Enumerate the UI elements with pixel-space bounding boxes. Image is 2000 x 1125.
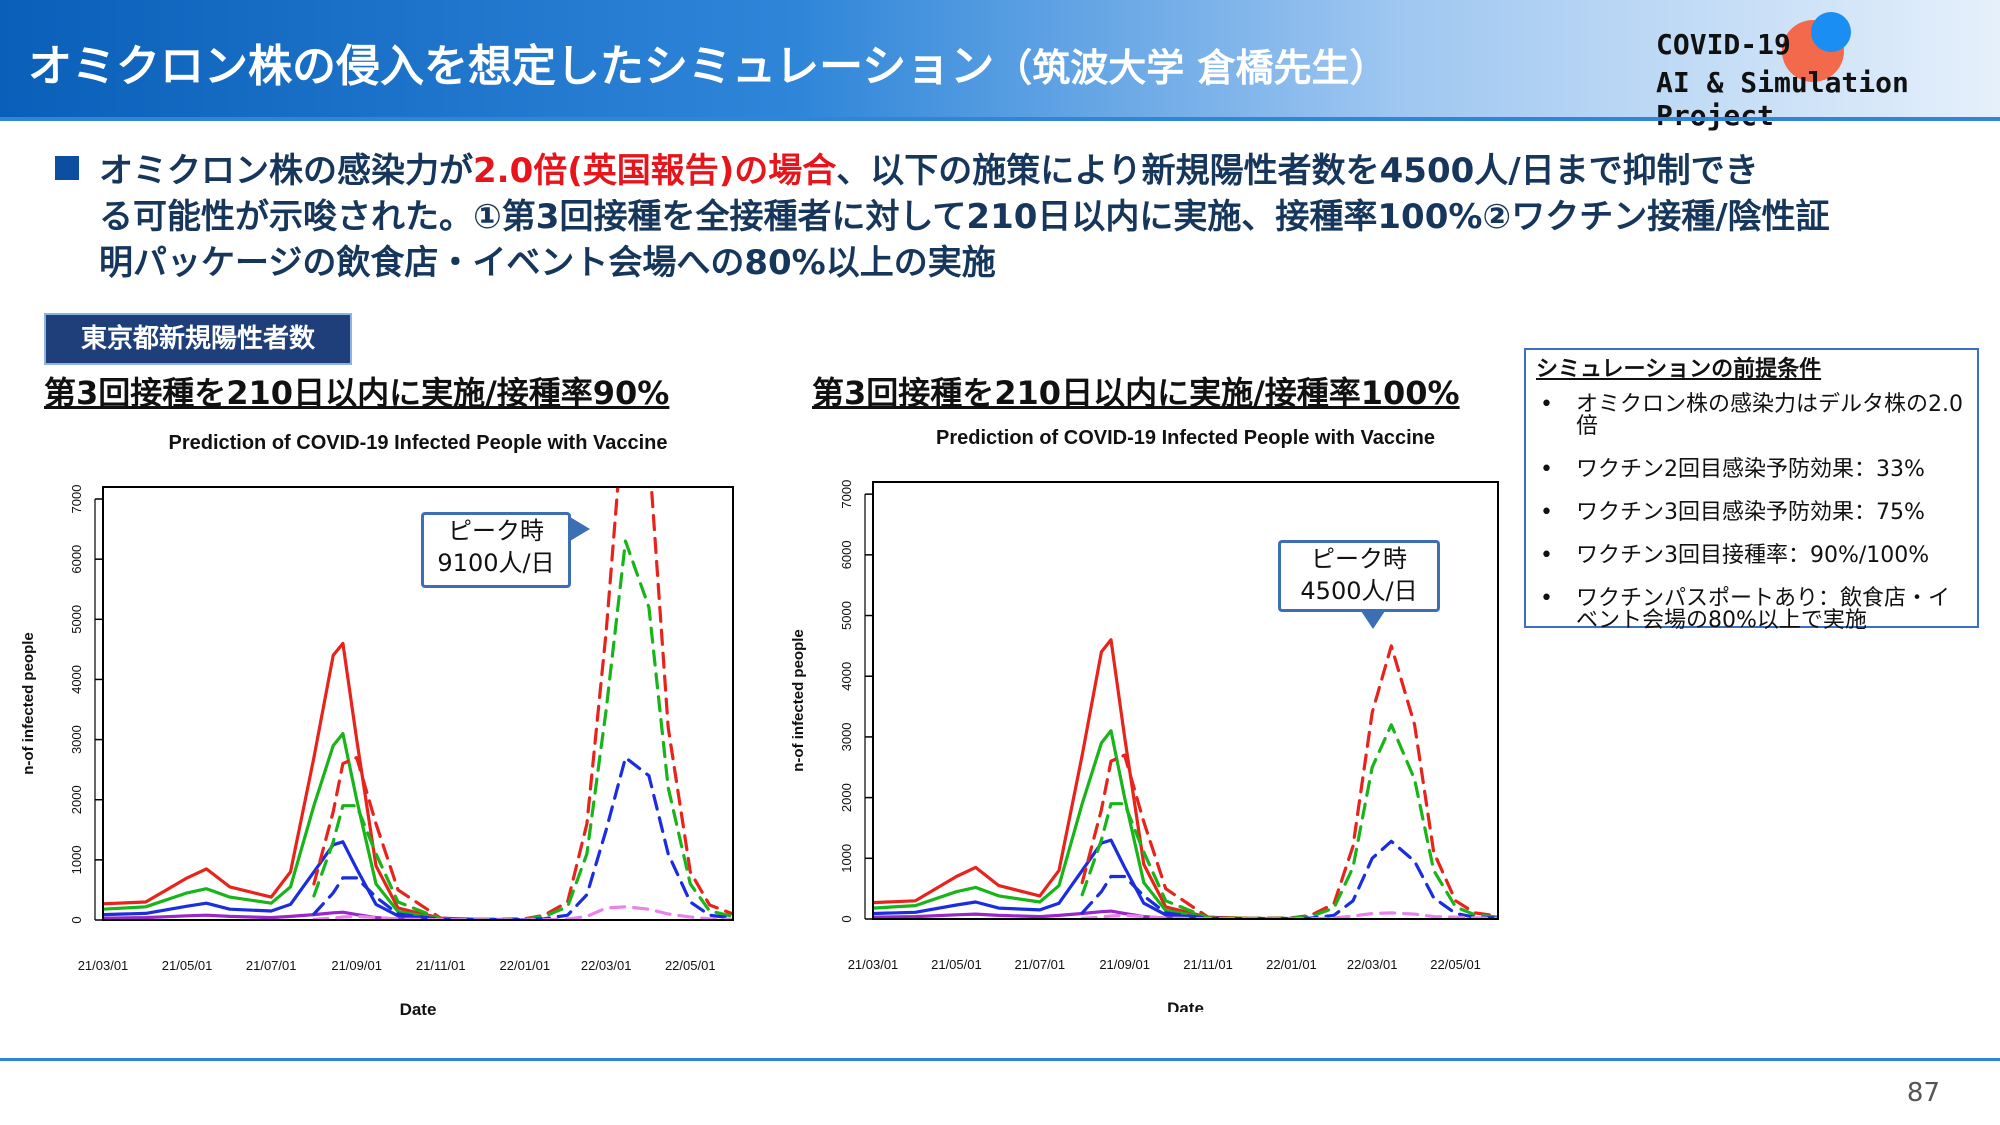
left-callout-line2: 9100人/日 — [437, 549, 555, 577]
page-number: 87 — [1906, 1078, 1940, 1108]
x-tick-label: 21/11/01 — [1183, 957, 1233, 972]
conditions-list: • オミクロン株の感染力はデルタ株の2.0倍 • ワクチン2回目感染予防効果：33%… — [1536, 394, 1966, 653]
y-tick-label: 6000 — [69, 545, 84, 574]
condition-text: ワクチン3回目感染予防効果：75% — [1576, 500, 1925, 525]
y-tick-label: 3000 — [839, 722, 854, 751]
x-tick-label: 21/03/01 — [78, 958, 129, 973]
bullet-dot-icon: • — [1540, 543, 1553, 568]
summary-line3: 明パッケージの飲食店・イベント会場への80%以上の実施 — [99, 243, 996, 283]
y-axis-title: n-of infected people — [790, 629, 807, 772]
summary-text: オミクロン株の感染力が2.0倍(英国報告)の場合、以下の施策により新規陽性者数を… — [55, 148, 1985, 286]
series-group — [873, 638, 1498, 919]
slide-title: オミクロン株の侵入を想定したシミュレーション（筑波大学 倉橋先生） — [28, 30, 1387, 94]
x-tick-label: 22/03/01 — [581, 958, 632, 973]
callout-pointer-icon — [570, 517, 590, 541]
series-line-dashed — [312, 539, 733, 920]
bullet-dot-icon: • — [1540, 457, 1553, 482]
series-line-solid — [873, 729, 1294, 919]
condition-text: ワクチンパスポートあり：飲食店・イベント会場の80%以上で実施 — [1576, 586, 1951, 633]
condition-item: • ワクチン3回目接種率：90%/100% — [1536, 545, 1966, 567]
summary-part1: オミクロン株の感染力が — [99, 151, 473, 191]
condition-item: • ワクチン2回目感染予防効果：33% — [1536, 459, 1966, 481]
y-tick-label: 5000 — [69, 605, 84, 634]
header-bar: オミクロン株の侵入を想定したシミュレーション（筑波大学 倉橋先生） COVID-… — [0, 0, 2000, 132]
conditions-title: シミュレーションの前提条件 — [1536, 357, 1822, 382]
condition-text: ワクチン3回目接種率：90%/100% — [1576, 543, 1930, 568]
y-tick-label: 4000 — [69, 665, 84, 694]
right-callout-line1: ピーク時 — [1311, 545, 1407, 573]
slide-title-main: オミクロン株の侵入を想定したシミュレーション — [28, 41, 995, 92]
callout-pointer-icon — [1361, 611, 1385, 629]
bullet-dot-icon: • — [1540, 500, 1553, 525]
y-tick-label: 5000 — [839, 601, 854, 630]
right-panel-heading: 第3回接種を210日以内に実施/接種率100% — [812, 374, 1460, 412]
series-line-solid — [873, 638, 1294, 919]
condition-item: • オミクロン株の感染力はデルタ株の2.0倍 — [1536, 394, 1966, 438]
x-tick-label: 22/03/01 — [1347, 957, 1398, 972]
summary-line2: る可能性が示唆された。①第3回接種を全接種者に対して210日以内に実施、接種率1… — [99, 197, 1830, 237]
square-bullet-icon — [55, 156, 79, 180]
y-tick-label: 4000 — [839, 662, 854, 691]
plot-frame — [102, 486, 734, 921]
y-tick-label: 7000 — [69, 485, 84, 514]
bullet-dot-icon: • — [1540, 392, 1553, 417]
logo-text-line2: AI & Simulation Project — [1656, 66, 1909, 132]
header-divider — [0, 117, 2000, 121]
y-tick-label: 2000 — [69, 785, 84, 814]
x-tick-label: 21/05/01 — [162, 958, 213, 973]
series-group — [103, 487, 733, 920]
y-tick-label: 2000 — [839, 783, 854, 812]
slide-title-sub: （筑波大学 倉橋先生） — [994, 46, 1388, 90]
series-line-dashed — [1080, 644, 1498, 919]
y-tick-label: 6000 — [839, 540, 854, 569]
series-line-solid — [103, 641, 527, 920]
logo-text-line1: COVID-19 — [1656, 28, 1791, 61]
y-axis-title: n-of infected people — [20, 632, 37, 775]
summary-part2: 、以下の施策により新規陽性者数を4500人/日まで抑制でき — [836, 151, 1759, 191]
chart-title: Prediction of COVID-19 Infected People w… — [168, 432, 667, 454]
x-axis-title: Date — [400, 1000, 437, 1019]
x-tick-label: 21/09/01 — [331, 958, 382, 973]
right-chart: Prediction of COVID-19 Infected People w… — [790, 427, 1499, 1012]
condition-text: ワクチン2回目感染予防効果：33% — [1576, 457, 1925, 482]
right-peak-callout: ピーク時 4500人/日 — [1278, 540, 1440, 629]
left-callout-line1: ピーク時 — [448, 517, 544, 545]
logo-blue-circle-icon — [1811, 12, 1851, 52]
x-tick-label: 21/03/01 — [848, 957, 899, 972]
x-tick-label: 21/11/01 — [416, 958, 466, 973]
bullet-dot-icon: • — [1540, 586, 1553, 611]
series-line-dashed — [312, 487, 733, 920]
footer-divider — [0, 1058, 2000, 1061]
series-line-dashed — [312, 756, 733, 920]
x-tick-label: 22/01/01 — [1266, 957, 1317, 972]
y-tick-label: 0 — [839, 915, 854, 922]
x-tick-label: 22/01/01 — [500, 958, 551, 973]
conditions-box: シミュレーションの前提条件 • オミクロン株の感染力はデルタ株の2.0倍 • ワクチ… — [1524, 348, 1979, 632]
x-tick-label: 22/05/01 — [665, 958, 716, 973]
series-line-solid — [103, 732, 527, 920]
condition-item: • ワクチン3回目感染予防効果：75% — [1536, 502, 1966, 524]
condition-item: • ワクチンパスポートあり：飲食店・イベント会場の80%以上で実施 — [1536, 588, 1966, 632]
chart-title: Prediction of COVID-19 Infected People w… — [936, 427, 1435, 449]
x-tick-label: 21/07/01 — [246, 958, 297, 973]
tokyo-badge: 東京都新規陽性者数 — [44, 313, 352, 365]
x-tick-label: 21/05/01 — [931, 957, 982, 972]
summary-highlight: 2.0倍(英国報告)の場合 — [473, 151, 837, 191]
x-axis-title: Date — [1167, 999, 1204, 1012]
y-tick-label: 0 — [69, 916, 84, 923]
left-panel-heading: 第3回接種を210日以内に実施/接種率90% — [44, 374, 670, 412]
y-tick-label: 3000 — [69, 725, 84, 754]
x-tick-label: 21/07/01 — [1015, 957, 1066, 972]
left-peak-callout: ピーク時 9100人/日 — [421, 512, 590, 588]
y-tick-label: 1000 — [839, 844, 854, 873]
y-tick-label: 7000 — [839, 480, 854, 509]
plot-frame — [872, 481, 1499, 920]
right-callout-line2: 4500人/日 — [1300, 577, 1418, 605]
condition-text: オミクロン株の感染力はデルタ株の2.0倍 — [1576, 392, 1963, 439]
y-tick-label: 1000 — [69, 845, 84, 874]
left-chart: Prediction of COVID-19 Infected People w… — [20, 432, 734, 1019]
x-tick-label: 22/05/01 — [1430, 957, 1481, 972]
x-tick-label: 21/09/01 — [1099, 957, 1150, 972]
